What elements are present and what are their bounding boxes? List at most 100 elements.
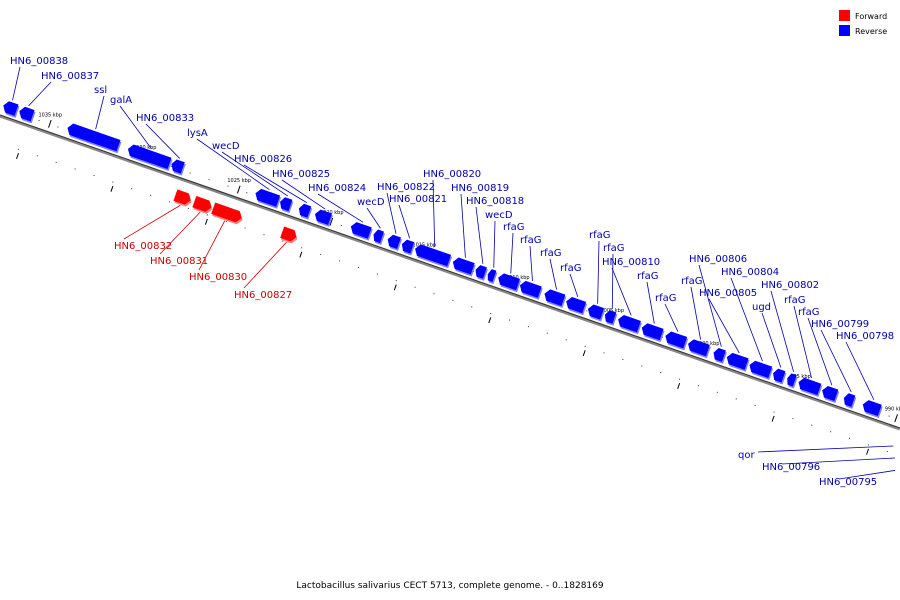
gene-feature[interactable] <box>278 196 294 214</box>
gene-feature[interactable] <box>842 392 857 409</box>
gene-feature[interactable] <box>173 189 193 208</box>
gene-body[interactable] <box>603 309 617 324</box>
gene-feature[interactable] <box>474 264 488 281</box>
gene-label[interactable]: ugd <box>752 302 771 313</box>
gene-body[interactable] <box>820 385 839 401</box>
gene-label[interactable]: HN6_00826 <box>234 154 292 165</box>
gene-body[interactable] <box>372 229 385 243</box>
gene-body[interactable] <box>725 352 749 370</box>
gene-feature[interactable] <box>372 229 386 245</box>
gene-feature[interactable] <box>586 303 606 322</box>
gene-label[interactable]: rfaG <box>637 271 659 282</box>
gene-label[interactable]: HN6_00799 <box>811 319 869 330</box>
gene-body[interactable] <box>126 143 172 170</box>
gene-feature[interactable] <box>1 100 20 118</box>
gene-feature[interactable] <box>313 208 334 227</box>
gene-label[interactable]: HN6_00837 <box>41 71 99 82</box>
gene-label[interactable]: HN6_00824 <box>308 183 366 194</box>
gene-feature[interactable] <box>785 373 798 389</box>
gene-body[interactable] <box>785 373 797 387</box>
gene-body[interactable] <box>66 122 121 152</box>
gene-label[interactable]: HN6_00822 <box>377 182 435 193</box>
gene-body[interactable] <box>169 158 185 174</box>
gene-label[interactable]: rfaG <box>603 243 625 254</box>
gene-body[interactable] <box>451 256 475 275</box>
gene-feature[interactable] <box>861 399 883 419</box>
gene-feature[interactable] <box>413 243 453 269</box>
gene-label[interactable]: HN6_00832 <box>114 241 172 252</box>
gene-feature[interactable] <box>686 338 711 359</box>
gene-body[interactable] <box>1 100 19 116</box>
gene-label[interactable]: rfaG <box>784 295 806 306</box>
gene-body[interactable] <box>616 314 641 333</box>
gene-body[interactable] <box>842 392 856 407</box>
gene-feature[interactable] <box>17 105 36 124</box>
gene-body[interactable] <box>386 234 402 249</box>
gene-feature[interactable] <box>192 195 214 215</box>
gene-label[interactable]: HN6_00806 <box>689 254 747 265</box>
gene-feature[interactable] <box>169 158 186 176</box>
gene-label[interactable]: HN6_00821 <box>389 194 447 205</box>
gene-body[interactable] <box>861 399 882 417</box>
gene-body[interactable] <box>771 368 786 383</box>
gene-body[interactable] <box>486 268 497 283</box>
gene-label[interactable]: HN6_00819 <box>451 183 509 194</box>
gene-feature[interactable] <box>616 314 642 335</box>
gene-label[interactable]: HN6_00830 <box>189 272 247 283</box>
gene-body[interactable] <box>173 189 192 206</box>
gene-label[interactable]: HN6_00838 <box>10 56 68 67</box>
gene-feature[interactable] <box>797 376 823 398</box>
gene-body[interactable] <box>280 226 298 243</box>
gene-feature[interactable] <box>640 322 665 343</box>
gene-label[interactable]: rfaG <box>520 235 542 246</box>
gene-body[interactable] <box>496 272 521 291</box>
gene-label[interactable]: ssl <box>94 85 107 96</box>
gene-feature[interactable] <box>451 256 476 277</box>
gene-feature[interactable] <box>253 188 282 209</box>
gene-feature[interactable] <box>400 239 416 256</box>
gene-body[interactable] <box>297 203 312 218</box>
gene-label[interactable]: rfaG <box>503 222 525 233</box>
gene-label[interactable]: galA <box>110 95 132 106</box>
gene-feature[interactable] <box>747 359 774 380</box>
gene-body[interactable] <box>564 296 587 314</box>
gene-label[interactable]: rfaG <box>798 307 820 318</box>
gene-label[interactable]: HN6_00827 <box>234 290 292 301</box>
gene-feature[interactable] <box>725 352 750 372</box>
gene-feature[interactable] <box>564 296 588 316</box>
gene-body[interactable] <box>747 359 773 378</box>
gene-feature[interactable] <box>386 234 403 251</box>
gene-label[interactable]: rfaG <box>560 263 582 274</box>
gene-body[interactable] <box>17 105 35 122</box>
gene-label[interactable]: HN6_00802 <box>761 280 819 291</box>
gene-feature[interactable] <box>211 202 244 226</box>
gene-feature[interactable] <box>543 288 567 309</box>
gene-body[interactable] <box>313 208 333 225</box>
gene-label[interactable]: rfaG <box>655 293 677 304</box>
gene-body[interactable] <box>349 221 372 239</box>
gene-feature[interactable] <box>297 203 313 220</box>
gene-label[interactable]: HN6_00796 <box>762 462 820 473</box>
gene-label[interactable]: wecD <box>212 141 240 152</box>
gene-label[interactable]: qor <box>738 450 755 461</box>
gene-body[interactable] <box>640 322 664 341</box>
gene-label[interactable]: HN6_00810 <box>602 257 660 268</box>
gene-body[interactable] <box>253 188 281 207</box>
gene-body[interactable] <box>712 347 726 362</box>
gene-body[interactable] <box>543 288 566 307</box>
gene-label[interactable]: HN6_00805 <box>699 288 757 299</box>
gene-label[interactable]: wecD <box>485 210 513 221</box>
gene-label[interactable]: wecD <box>357 197 385 208</box>
gene-body[interactable] <box>413 243 452 267</box>
gene-label[interactable]: HN6_00804 <box>721 267 779 278</box>
gene-feature[interactable] <box>712 347 727 364</box>
gene-body[interactable] <box>686 338 710 357</box>
gene-body[interactable] <box>400 239 415 254</box>
gene-label[interactable]: HN6_00820 <box>423 169 481 180</box>
gene-label[interactable]: lysA <box>187 128 208 139</box>
gene-body[interactable] <box>278 196 293 212</box>
gene-label[interactable]: HN6_00833 <box>136 113 194 124</box>
gene-body[interactable] <box>211 202 243 224</box>
gene-feature[interactable] <box>771 368 787 385</box>
